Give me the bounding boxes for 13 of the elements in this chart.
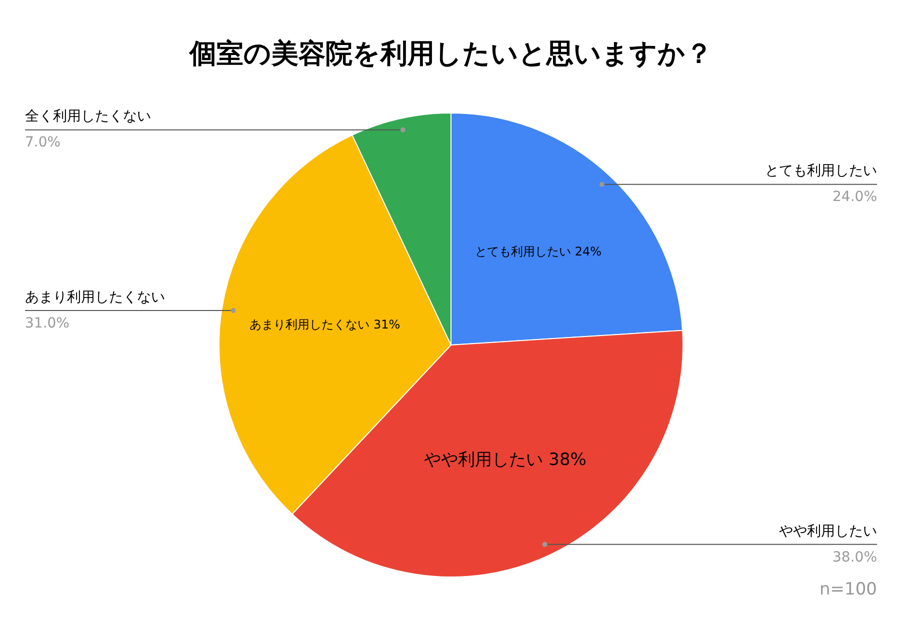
data-label: 7.0% [25,134,61,151]
data-label: 38.0% [832,549,877,566]
slice-label: 全く利用したくない [25,108,151,125]
data-label: 31.0% [25,315,70,332]
text: あまり利用したくない 31% [250,317,400,332]
chart-title: 個室の美容院を利用したいと思いますか？ [188,38,712,70]
slice-label: あまり利用したくない [25,289,165,306]
slice-label: とても利用したい [765,163,877,180]
text: やや利用したい 38% [424,450,586,470]
text: n=100 [820,580,877,600]
data-label: 24.0% [832,189,877,206]
slice-label: やや利用したい [779,523,877,540]
text: とても利用したい 24% [475,244,602,258]
